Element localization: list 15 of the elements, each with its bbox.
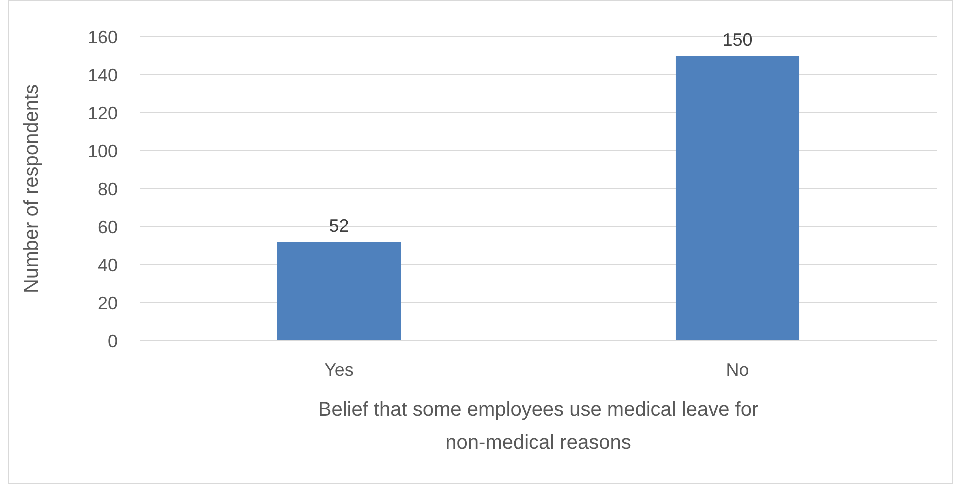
data-label: 150 xyxy=(722,30,753,50)
y-tick-label: 80 xyxy=(98,179,118,200)
x-axis-title: Belief that some employees use medical leave for non-medical reasons xyxy=(318,399,759,454)
y-axis-title: Number of respondents xyxy=(21,84,43,294)
y-tick-label: 100 xyxy=(88,141,118,162)
y-tick-label: 0 xyxy=(108,331,118,352)
y-tick-label: 60 xyxy=(98,217,118,238)
x-tick-label: No xyxy=(726,360,750,380)
x-tick-label: Yes xyxy=(324,360,354,380)
y-tick-label: 160 xyxy=(88,27,118,48)
y-tick-label: 120 xyxy=(88,103,118,124)
y-tick-label: 140 xyxy=(88,65,118,86)
y-tick-label: 20 xyxy=(98,293,118,314)
data-label: 52 xyxy=(329,216,350,236)
y-tick-label: 40 xyxy=(98,255,118,276)
